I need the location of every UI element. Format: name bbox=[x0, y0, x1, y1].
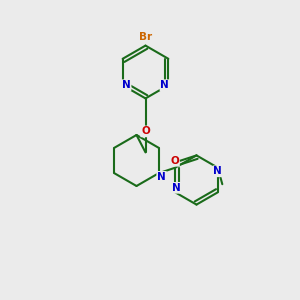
Text: N: N bbox=[172, 183, 181, 193]
Text: O: O bbox=[170, 156, 179, 166]
Text: N: N bbox=[213, 166, 222, 176]
Text: O: O bbox=[141, 126, 150, 136]
Text: N: N bbox=[160, 80, 169, 90]
Text: Br: Br bbox=[139, 32, 152, 42]
Text: N: N bbox=[122, 80, 130, 90]
Text: N: N bbox=[157, 172, 166, 182]
